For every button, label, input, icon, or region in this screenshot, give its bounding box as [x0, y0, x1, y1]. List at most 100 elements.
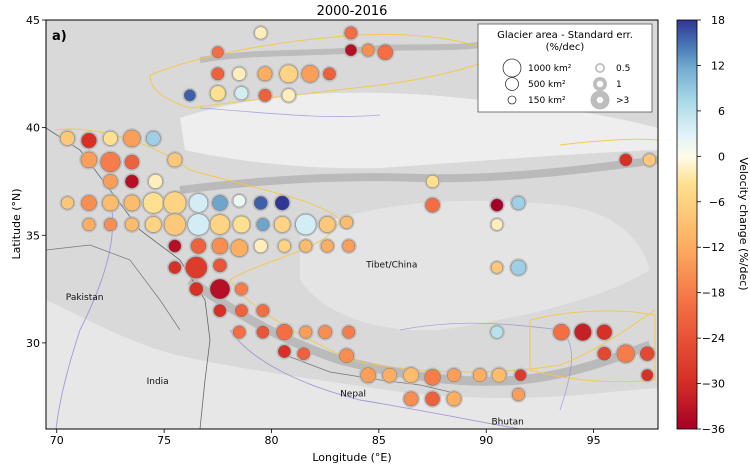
region-outline-hkh — [54, 128, 656, 373]
glacier-point — [277, 345, 291, 358]
colorbar-gradient — [676, 19, 698, 430]
glacier-point — [641, 369, 654, 382]
colorbar-ticks: 18 12 6 0 −6 −12 −18 −24 −30 −36 — [697, 14, 725, 436]
glacier-point — [211, 67, 225, 81]
legend-err-label: 1 — [616, 80, 622, 90]
legend-subtitle: (%/dec) — [546, 42, 585, 53]
glacier-point — [211, 46, 224, 59]
glacier-point — [125, 217, 139, 232]
legend-err-core — [596, 80, 604, 88]
glacier-point — [342, 239, 356, 253]
legend: Glacier area - Standard err. (%/dec) 100… — [477, 23, 653, 113]
river-indus — [55, 199, 114, 429]
glacier-point — [123, 194, 141, 212]
map-frame — [45, 19, 659, 430]
glacier-point — [382, 367, 397, 383]
glacier-point — [145, 216, 162, 233]
colorbar-tick-label: 18 — [711, 14, 725, 27]
glacier-point — [256, 325, 270, 339]
glacier-point — [299, 325, 313, 339]
glacier-point — [616, 344, 635, 363]
glacier-point — [61, 196, 74, 210]
y-tick-label: 35 — [26, 229, 40, 242]
glacier-point — [211, 237, 229, 255]
glacier-point — [491, 367, 507, 383]
glacier-point — [253, 239, 268, 253]
glacier-point — [597, 346, 612, 361]
glacier-point — [447, 368, 461, 383]
glacier-point — [323, 67, 336, 81]
glacier-point — [167, 152, 183, 168]
glacier-point — [490, 218, 503, 231]
glacier-point — [279, 64, 298, 83]
glacier-points — [58, 24, 658, 408]
glacier-point — [643, 153, 656, 167]
glacier-point — [103, 174, 118, 189]
glacier-point — [258, 88, 272, 102]
glacier-point — [188, 193, 209, 213]
glacier-point — [213, 304, 227, 318]
glacier-point — [257, 66, 273, 82]
glacier-point — [168, 239, 182, 253]
glacier-point — [256, 218, 270, 231]
glacier-point — [232, 66, 247, 81]
glacier-point — [213, 258, 227, 273]
place-labels: Pakistan India Tibet/China Nepal Bhutan — [66, 261, 524, 428]
colorbar-tick-label: −6 — [709, 196, 725, 209]
x-tick-label: 85 — [372, 434, 386, 447]
colorbar-tick-label: −12 — [702, 241, 725, 254]
glacier-point — [510, 259, 527, 276]
indian-plains — [46, 300, 658, 429]
glacier-point — [320, 239, 334, 253]
glacier-point — [163, 191, 187, 215]
glacier-point — [209, 279, 230, 300]
region-outline-tianshan — [149, 33, 502, 109]
glacier-point — [339, 348, 354, 364]
glacier-point — [511, 196, 526, 210]
glacier-point — [426, 175, 439, 188]
glacier-point — [235, 304, 248, 318]
legend-area-circle — [502, 58, 522, 78]
glacier-point — [210, 85, 226, 101]
glacier-point — [574, 323, 592, 341]
colorbar: 18 12 6 0 −6 −12 −18 −24 −30 −36 Velocity change … — [676, 14, 750, 436]
glacier-point — [185, 256, 208, 279]
glacier-point — [102, 194, 119, 212]
glacier-point — [100, 152, 121, 173]
x-tick-label: 80 — [264, 434, 278, 447]
glacier-point — [639, 346, 655, 361]
x-axis-label: Longitude (°E) — [312, 451, 391, 464]
legend-area-label: 500 km² — [528, 80, 566, 90]
colorbar-label: Velocity change (%/dec) — [737, 157, 750, 290]
glacier-point — [212, 195, 228, 211]
x-tick-label: 95 — [587, 434, 601, 447]
glacier-point — [81, 132, 97, 149]
glacier-point — [168, 261, 182, 274]
glacier-point — [276, 323, 293, 341]
glacier-point — [183, 89, 196, 102]
glacier-point — [319, 216, 336, 233]
glacier-point — [318, 325, 333, 339]
glacier-point — [344, 44, 357, 57]
legend-items: 1000 km² 500 km² 150 km² 0.5 1 >3 — [502, 58, 630, 110]
tibetan-plateau — [300, 200, 650, 331]
country-border-pakistan — [46, 244, 181, 331]
colorbar-tick-label: 6 — [718, 105, 725, 118]
legend-area-circle — [507, 95, 517, 105]
river-ganges — [229, 329, 521, 429]
glacier-point — [299, 239, 313, 253]
glacier-point — [230, 239, 248, 257]
y-tick-label: 40 — [26, 122, 40, 135]
glacier-point — [146, 131, 161, 146]
glacier-point — [81, 195, 97, 211]
glacier-point — [60, 131, 75, 146]
country-border-nepal — [284, 354, 451, 393]
y-axis-ticks: 30 35 40 45 — [26, 14, 46, 350]
glacier-point — [274, 195, 290, 211]
place-label: Bhutan — [492, 418, 524, 428]
legend-err-label: 0.5 — [616, 64, 630, 74]
colorbar-tick-label: 0 — [718, 150, 725, 163]
glacier-point — [490, 261, 503, 274]
glacier-point — [424, 369, 441, 386]
